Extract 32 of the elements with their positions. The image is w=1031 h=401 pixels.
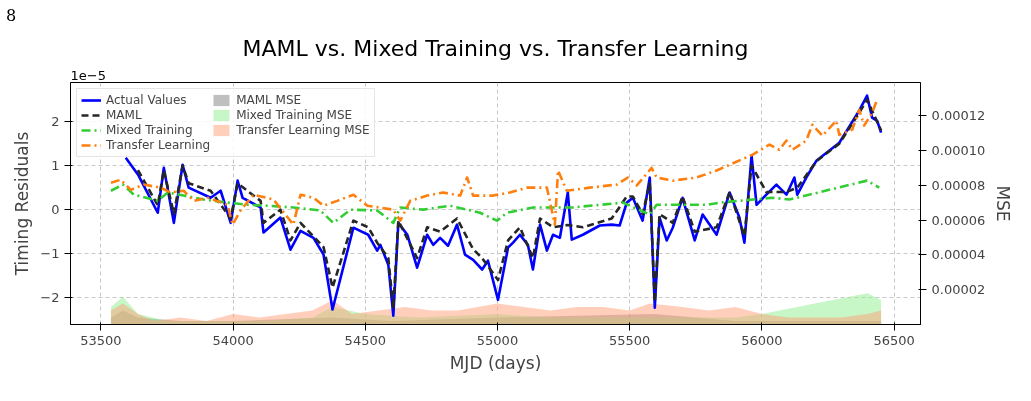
x-tick-label: 55000 xyxy=(476,332,519,348)
annotation: 1e−5 xyxy=(70,67,106,83)
y-tick-label: 2 xyxy=(51,114,60,130)
legend-label: Transfer Learning MSE xyxy=(236,123,370,137)
y2-tick-label: 0.00004 xyxy=(931,247,986,263)
legend-label: MAML xyxy=(106,108,142,122)
x-tick-label: 53500 xyxy=(80,332,122,348)
legend-label: MAML MSE xyxy=(236,93,302,107)
y-tick-label: −2 xyxy=(40,290,60,306)
legend-label: Transfer Learning xyxy=(106,138,211,152)
legend-label: Mixed Training xyxy=(106,123,193,137)
y2-tick-label: 0.00012 xyxy=(931,108,986,124)
y2-axis-title: MSE xyxy=(993,185,1014,222)
y2-tick-label: 0.00006 xyxy=(931,212,986,228)
y-tick-label: 0 xyxy=(51,202,60,218)
y2-tick-label: 0.00010 xyxy=(931,142,986,158)
x-axis-title: MJD (days) xyxy=(449,352,542,373)
x-tick-label: 54500 xyxy=(344,332,386,348)
y2-tick-label: 0.00002 xyxy=(931,282,986,298)
y-tick-label: −1 xyxy=(40,246,60,262)
line-series xyxy=(109,179,881,225)
x-tick-label: 55500 xyxy=(609,332,651,348)
y-axis-title: Timing Residuals xyxy=(12,131,33,277)
chart-title: MAML vs. Mixed Training vs. Transfer Learning xyxy=(242,35,749,61)
y-tick-label: 1 xyxy=(51,158,60,174)
x-tick-label: 56000 xyxy=(741,332,783,348)
x-tick-label: 54000 xyxy=(212,332,254,348)
text: 8 xyxy=(6,5,17,27)
legend-label: Mixed Training MSE xyxy=(236,108,353,122)
y2-tick-label: 0.00008 xyxy=(931,177,986,193)
legend-label: Actual Values xyxy=(106,93,187,107)
x-tick-label: 56500 xyxy=(873,332,915,348)
